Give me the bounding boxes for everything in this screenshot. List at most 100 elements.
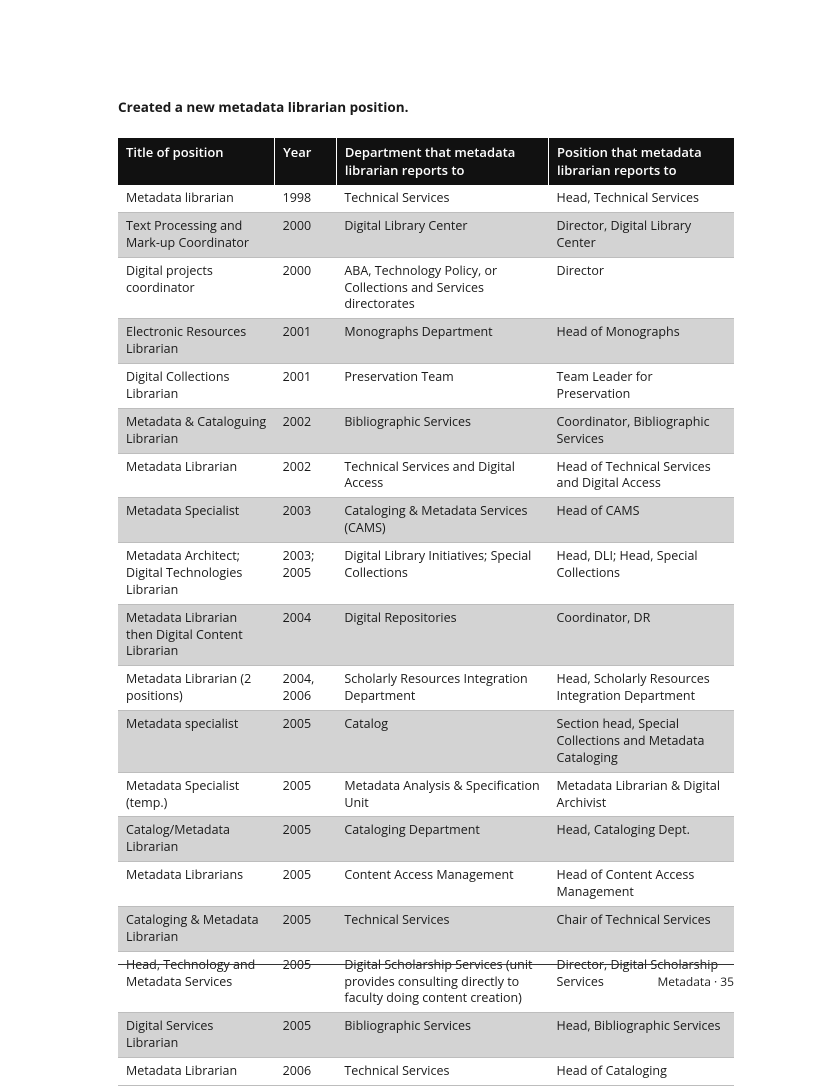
table-cell: Head, DLI; Head, Special Collections (549, 543, 734, 605)
table-row: Metadata Specialist (temp.)2005Metadata … (118, 772, 734, 817)
table-cell: Head of Cataloging (549, 1058, 734, 1086)
table-cell: Digital Library Center (336, 212, 548, 257)
table-cell: 2005 (275, 772, 337, 817)
table-cell: Metadata Architect; Digital Technologies… (118, 543, 275, 605)
table-cell: 2005 (275, 817, 337, 862)
table-row: Metadata specialist2005CatalogSection he… (118, 711, 734, 773)
table-cell: Coordinator, Bibliographic Services (549, 408, 734, 453)
metadata-positions-table: Title of position Year Department that m… (118, 138, 734, 1086)
col-header-position: Position that metadata librarian reports… (549, 138, 734, 185)
table-cell: Head, Scholarly Resources Integration De… (549, 666, 734, 711)
table-cell: Chair of Technical Services (549, 906, 734, 951)
table-cell: Technical Services (336, 1058, 548, 1086)
table-cell: Digital Library Initiatives; Special Col… (336, 543, 548, 605)
table-cell: Cataloging Department (336, 817, 548, 862)
table-cell: Metadata Specialist (temp.) (118, 772, 275, 817)
table-cell: 2003; 2005 (275, 543, 337, 605)
table-cell: Cataloging & Metadata Services (CAMS) (336, 498, 548, 543)
table-body: Metadata librarian1998Technical Services… (118, 185, 734, 1085)
table-cell: 2002 (275, 453, 337, 498)
table-cell: 2006 (275, 1058, 337, 1086)
footer-separator: · (711, 973, 720, 990)
table-cell: Bibliographic Services (336, 408, 548, 453)
table-cell: Head, Cataloging Dept. (549, 817, 734, 862)
table-cell: Electronic Resources Librarian (118, 319, 275, 364)
table-row: Metadata Librarian2006Technical Services… (118, 1058, 734, 1086)
table-row: Digital projects coordinator2000ABA, Tec… (118, 257, 734, 319)
table-row: Cataloging & Metadata Librarian2005Techn… (118, 906, 734, 951)
table-cell: Catalog/Metadata Librarian (118, 817, 275, 862)
table-cell: Catalog (336, 711, 548, 773)
table-row: Metadata Librarian (2 positions)2004, 20… (118, 666, 734, 711)
section-heading: Created a new metadata librarian positio… (118, 98, 734, 116)
table-cell: 2001 (275, 364, 337, 409)
table-cell: Technical Services (336, 185, 548, 212)
col-header-department: Department that metadata librarian repor… (336, 138, 548, 185)
table-cell: Team Leader for Preservation (549, 364, 734, 409)
table-cell: 2005 (275, 711, 337, 773)
table-row: Digital Collections Librarian2001Preserv… (118, 364, 734, 409)
col-header-title: Title of position (118, 138, 275, 185)
table-cell: Metadata Librarians (118, 862, 275, 907)
table-cell: ABA, Technology Policy, or Collections a… (336, 257, 548, 319)
table-row: Text Processing and Mark-up Coordinator2… (118, 212, 734, 257)
col-header-year: Year (275, 138, 337, 185)
page-footer: Metadata · 35 (118, 964, 734, 990)
table-cell: Metadata Specialist (118, 498, 275, 543)
table-cell: Digital Services Librarian (118, 1013, 275, 1058)
table-cell: Metadata librarian (118, 185, 275, 212)
table-cell: Digital Collections Librarian (118, 364, 275, 409)
table-cell: 2005 (275, 1013, 337, 1058)
table-row: Metadata Librarians2005Content Access Ma… (118, 862, 734, 907)
footer-label: Metadata (657, 973, 710, 990)
footer-page-number: 35 (720, 973, 734, 990)
table-cell: 2000 (275, 257, 337, 319)
table-cell: Monographs Department (336, 319, 548, 364)
table-cell: 2000 (275, 212, 337, 257)
table-cell: 2003 (275, 498, 337, 543)
table-row: Catalog/Metadata Librarian2005Cataloging… (118, 817, 734, 862)
table-cell: Text Processing and Mark-up Coordinator (118, 212, 275, 257)
table-cell: 2002 (275, 408, 337, 453)
table-cell: Director, Digital Library Center (549, 212, 734, 257)
table-cell: Coordinator, DR (549, 604, 734, 666)
table-cell: Head of Monographs (549, 319, 734, 364)
table-cell: 2001 (275, 319, 337, 364)
table-cell: Metadata Librarian (118, 453, 275, 498)
table-cell: Scholarly Resources Integration Departme… (336, 666, 548, 711)
table-row: Metadata Librarian then Digital Content … (118, 604, 734, 666)
table-row: Electronic Resources Librarian2001Monogr… (118, 319, 734, 364)
table-row: Metadata Architect; Digital Technologies… (118, 543, 734, 605)
table-cell: Metadata Librarian then Digital Content … (118, 604, 275, 666)
table-cell: Head of CAMS (549, 498, 734, 543)
table-cell: Preservation Team (336, 364, 548, 409)
table-cell: 2004, 2006 (275, 666, 337, 711)
table-cell: Digital Repositories (336, 604, 548, 666)
table-cell: Technical Services and Digital Access (336, 453, 548, 498)
table-cell: Metadata Librarian (118, 1058, 275, 1086)
table-row: Metadata Specialist2003Cataloging & Meta… (118, 498, 734, 543)
table-cell: Head, Technical Services (549, 185, 734, 212)
table-cell: Director (549, 257, 734, 319)
table-row: Metadata Librarian2002Technical Services… (118, 453, 734, 498)
table-cell: 2005 (275, 906, 337, 951)
table-cell: Metadata specialist (118, 711, 275, 773)
table-cell: 2005 (275, 862, 337, 907)
table-row: Metadata librarian1998Technical Services… (118, 185, 734, 212)
table-cell: Head, Bibliographic Services (549, 1013, 734, 1058)
table-cell: 2004 (275, 604, 337, 666)
table-cell: Metadata & Cataloguing Librarian (118, 408, 275, 453)
table-cell: Digital projects coordinator (118, 257, 275, 319)
table-cell: 1998 (275, 185, 337, 212)
table-cell: Metadata Analysis & Specification Unit (336, 772, 548, 817)
table-cell: Cataloging & Metadata Librarian (118, 906, 275, 951)
table-cell: Content Access Management (336, 862, 548, 907)
table-header-row: Title of position Year Department that m… (118, 138, 734, 185)
table-cell: Technical Services (336, 906, 548, 951)
table-cell: Bibliographic Services (336, 1013, 548, 1058)
table-row: Metadata & Cataloguing Librarian2002Bibl… (118, 408, 734, 453)
table-cell: Metadata Librarian (2 positions) (118, 666, 275, 711)
table-row: Digital Services Librarian2005Bibliograp… (118, 1013, 734, 1058)
table-cell: Head of Technical Services and Digital A… (549, 453, 734, 498)
table-cell: Section head, Special Collections and Me… (549, 711, 734, 773)
